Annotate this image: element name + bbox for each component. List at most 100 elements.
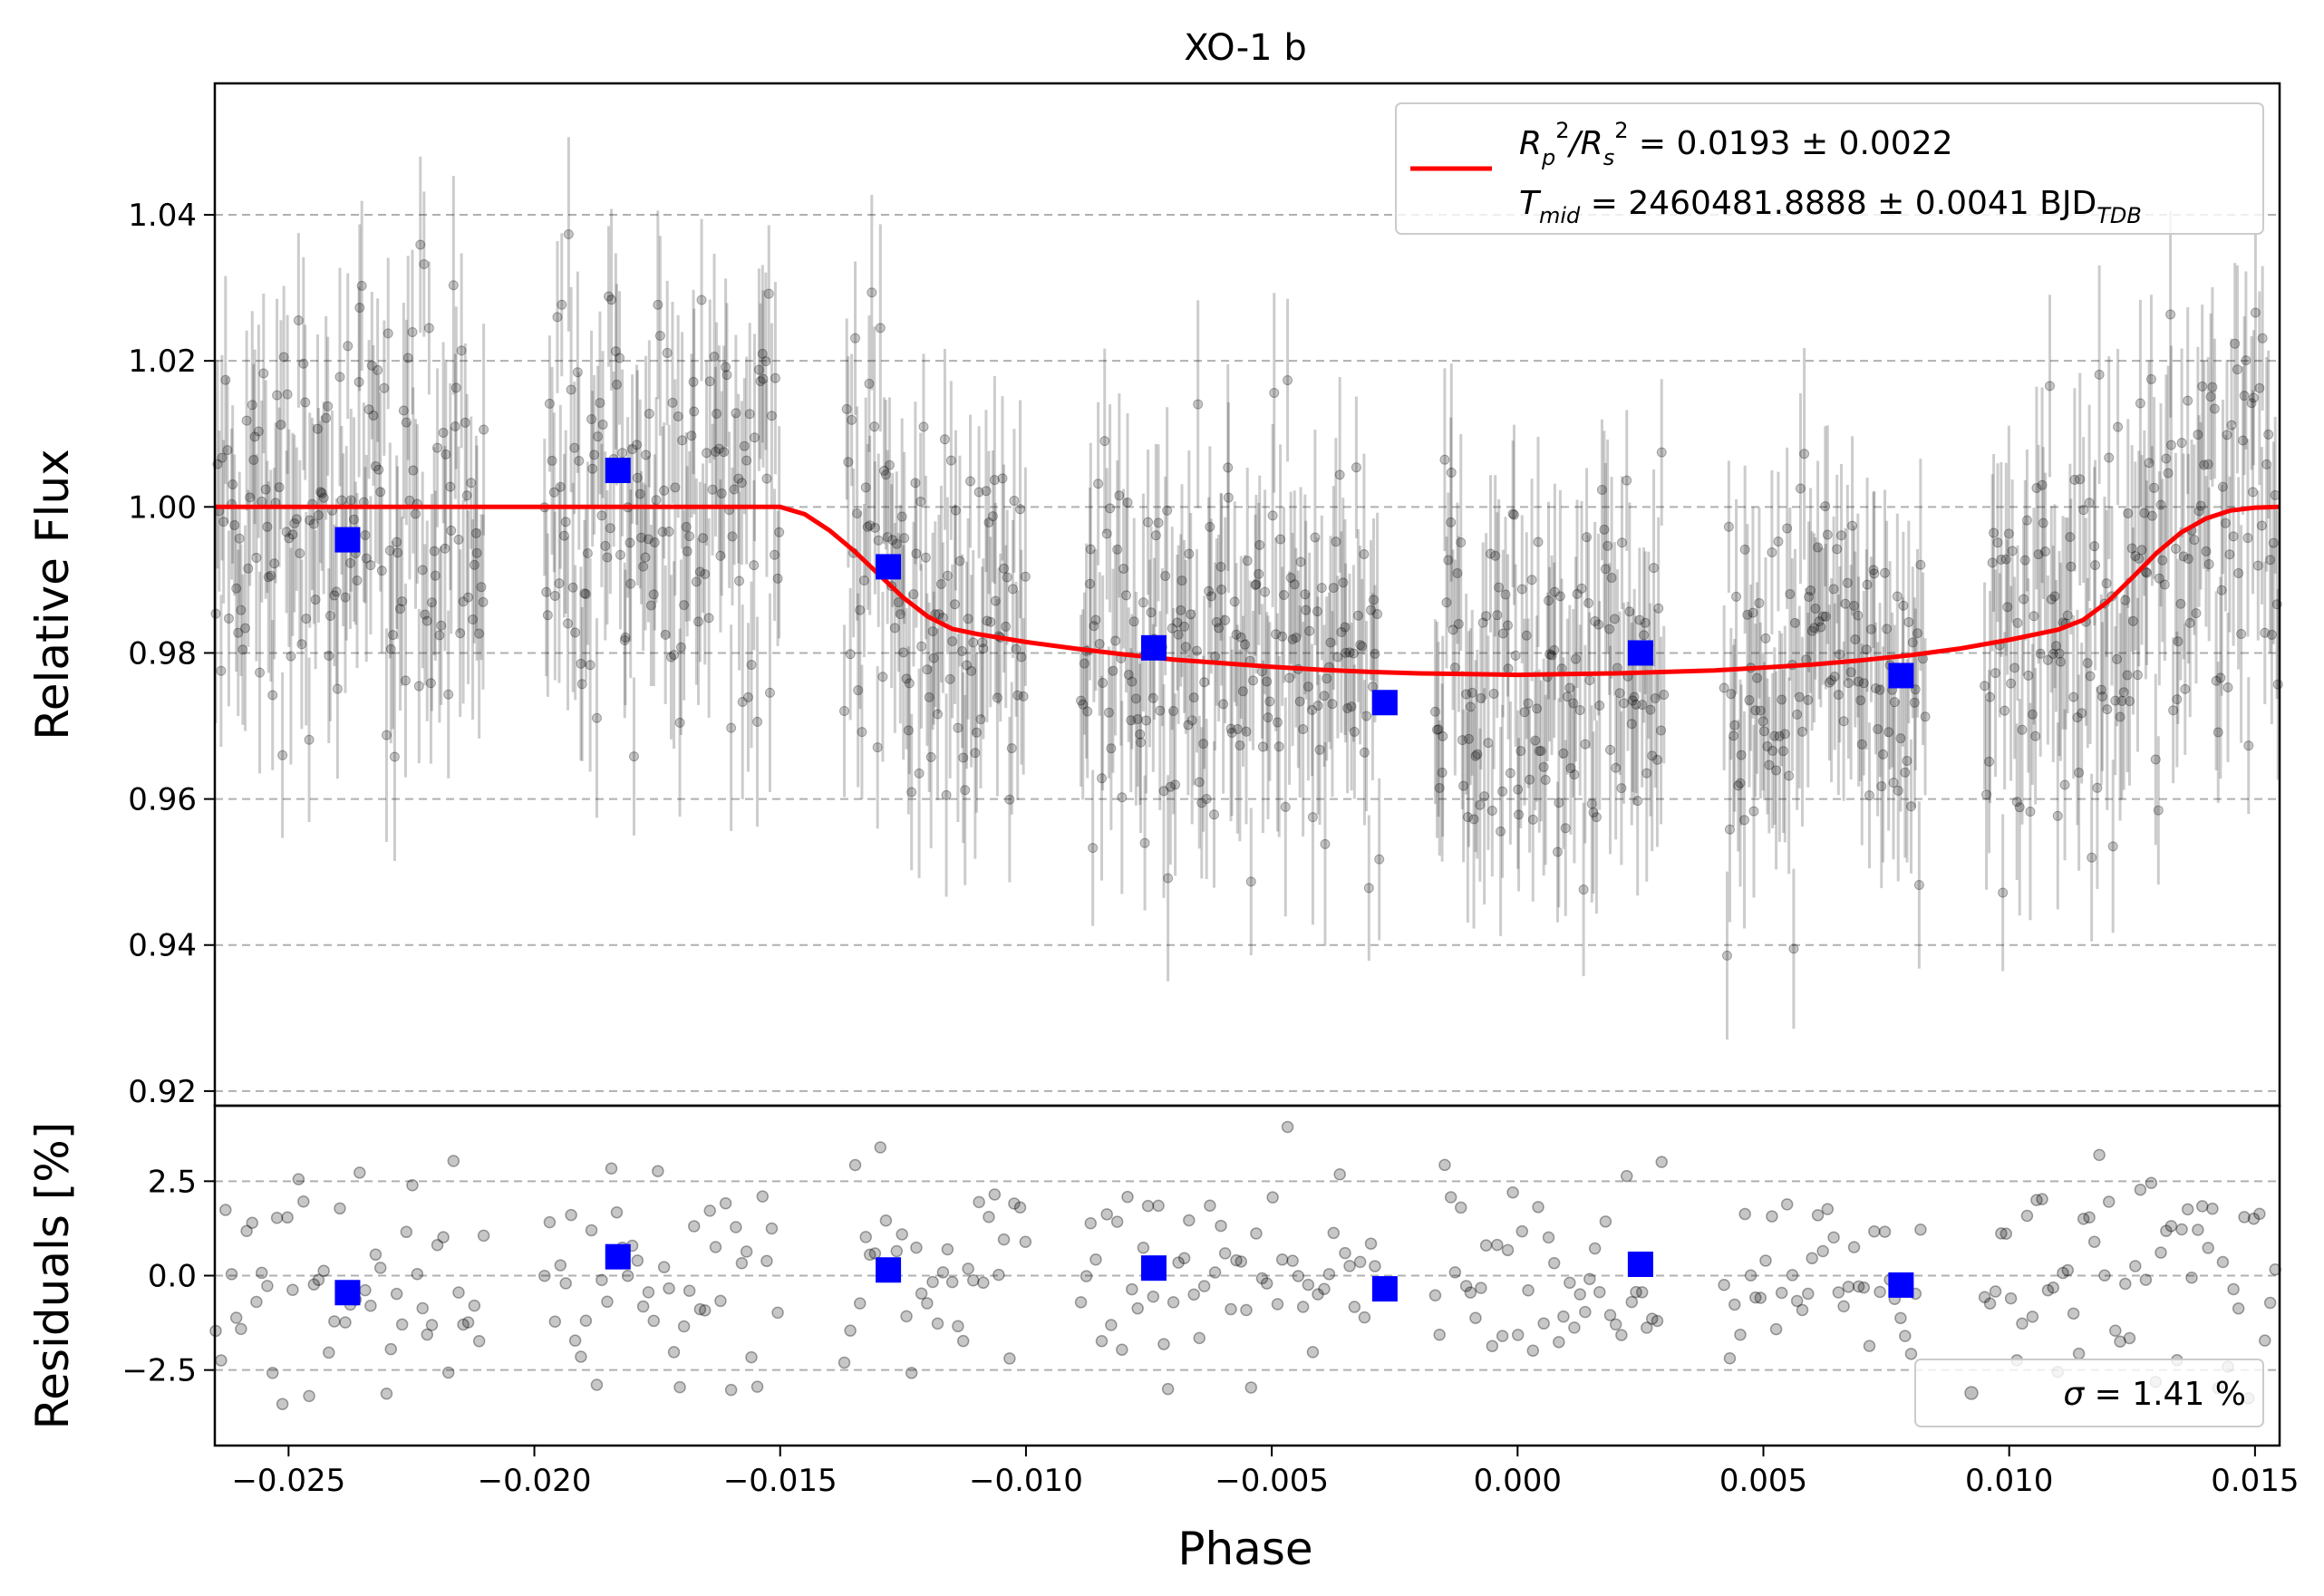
- flux-point: [1893, 785, 1903, 796]
- flux-point: [1122, 498, 1133, 508]
- residual-binned-point: [334, 1280, 361, 1306]
- flux-point: [944, 673, 955, 684]
- flux-point: [1611, 762, 1622, 773]
- flux-point: [1314, 744, 1325, 755]
- flux-point: [928, 653, 939, 663]
- residual-point: [575, 1350, 587, 1363]
- residual-binned-point: [605, 1243, 631, 1270]
- flux-point: [975, 714, 986, 725]
- flux-point: [479, 424, 489, 435]
- residual-point: [334, 1202, 346, 1215]
- flux-point: [1862, 579, 1873, 590]
- residual-point: [1526, 1344, 1540, 1357]
- residual-point: [219, 1204, 232, 1216]
- flux-point: [739, 440, 750, 451]
- flux-point: [381, 730, 392, 740]
- flux-point: [1909, 697, 1920, 708]
- flux-point: [234, 533, 245, 544]
- residual-point: [303, 1389, 315, 1403]
- flux-point: [1320, 838, 1331, 849]
- flux-point: [1223, 492, 1234, 503]
- flux-point: [731, 408, 741, 419]
- flux-point: [1824, 677, 1835, 688]
- residual-point: [945, 1275, 959, 1289]
- flux-point: [1443, 555, 1454, 566]
- flux-point: [582, 548, 593, 559]
- residual-point: [1358, 1311, 1371, 1324]
- flux-point: [1155, 705, 1166, 716]
- flux-point: [1128, 616, 1139, 627]
- flux-point: [1870, 682, 1881, 693]
- flux-point: [990, 595, 1001, 606]
- flux-point: [1467, 687, 1477, 698]
- residual-point: [1084, 1216, 1098, 1230]
- flux-point: [2153, 805, 2164, 816]
- flux-point: [963, 614, 973, 624]
- flux-point: [1434, 782, 1445, 793]
- residual-point: [854, 1297, 867, 1310]
- bottom-y-tick-label: 2.5: [148, 1164, 197, 1200]
- residual-point: [2145, 1176, 2158, 1190]
- flux-point: [1594, 700, 1605, 711]
- residual-point: [1769, 1322, 1783, 1336]
- flux-point: [245, 492, 256, 503]
- flux-point: [2035, 648, 2046, 659]
- flux-point: [1481, 611, 1492, 622]
- residual-point: [1557, 1310, 1570, 1323]
- flux-point: [1470, 750, 1481, 761]
- flux-point: [2019, 594, 2029, 605]
- flux-point: [1609, 614, 1620, 624]
- flux-point: [293, 315, 304, 326]
- flux-point: [839, 705, 850, 716]
- flux-point: [2139, 508, 2150, 518]
- flux-point: [953, 722, 963, 733]
- residual-point: [745, 1350, 758, 1364]
- flux-point: [2066, 561, 2077, 572]
- residual-point: [261, 1280, 274, 1292]
- residual-point: [457, 1318, 470, 1331]
- flux-point: [323, 401, 334, 411]
- flux-point: [345, 557, 356, 568]
- flux-point: [586, 414, 597, 425]
- flux-point: [1497, 628, 1508, 639]
- flux-point: [1114, 490, 1125, 501]
- flux-point: [1446, 467, 1457, 478]
- residual-point: [921, 1297, 934, 1310]
- residual-point: [1786, 1269, 1799, 1282]
- residual-point: [863, 1248, 876, 1262]
- flux-point: [1101, 528, 1112, 539]
- flux-point: [1446, 517, 1457, 527]
- flux-point: [2052, 810, 2063, 821]
- flux-point: [1130, 693, 1141, 704]
- flux-point: [1892, 591, 1903, 602]
- flux-point: [920, 552, 931, 563]
- flux-point: [229, 519, 240, 530]
- residual-point: [1137, 1242, 1150, 1254]
- flux-point: [1640, 617, 1651, 628]
- flux-point: [276, 420, 286, 430]
- residual-point: [373, 1262, 387, 1274]
- flux-point: [875, 323, 886, 334]
- flux-point: [1184, 548, 1195, 559]
- residual-point: [848, 1158, 862, 1172]
- flux-point: [2084, 498, 2095, 508]
- flux-point: [1357, 641, 1368, 652]
- flux-point: [2123, 508, 2134, 518]
- residual-point: [400, 1225, 413, 1239]
- flux-point: [2069, 474, 2080, 485]
- residual-point: [1983, 1297, 1997, 1310]
- flux-point: [2203, 459, 2213, 469]
- flux-point: [1348, 648, 1359, 659]
- residual-point: [425, 1319, 439, 1331]
- residual-point: [698, 1304, 712, 1317]
- flux-point: [1853, 610, 1864, 621]
- flux-point: [1245, 876, 1256, 887]
- flux-point: [266, 570, 276, 581]
- flux-point: [1082, 706, 1093, 717]
- flux-point: [458, 596, 469, 607]
- x-ticks: −0.025 −0.020 −0.015 −0.010 −0.005 0.000 0.005…: [231, 1446, 2300, 1499]
- flux-point: [1748, 607, 1758, 618]
- flux-point: [1173, 629, 1184, 640]
- residual-point: [756, 1190, 770, 1203]
- flux-point: [1492, 610, 1503, 621]
